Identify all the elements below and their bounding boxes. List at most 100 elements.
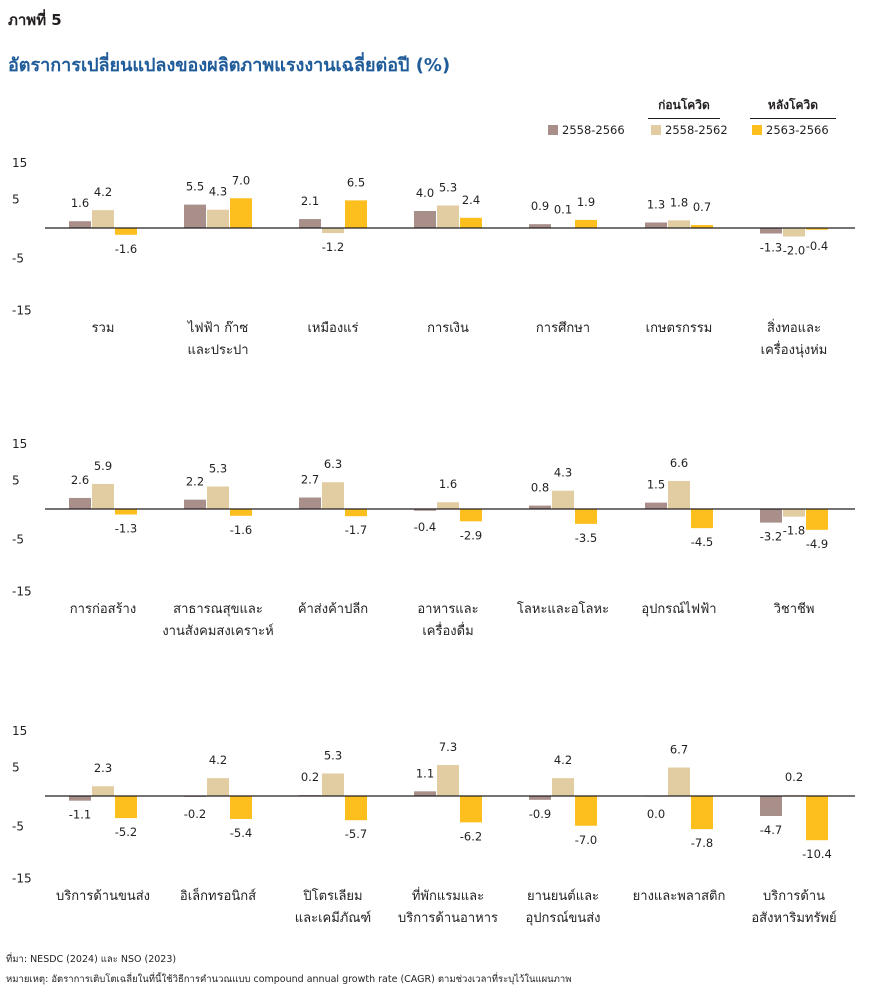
data-label: 4.2 bbox=[209, 753, 227, 767]
y-tick-label: -15 bbox=[12, 585, 32, 599]
data-label: -0.9 bbox=[529, 807, 551, 821]
data-label: 6.5 bbox=[347, 175, 365, 189]
data-label: 1.8 bbox=[670, 195, 688, 209]
y-tick-label: 15 bbox=[12, 156, 27, 170]
bar-series-2 bbox=[207, 778, 229, 796]
bar-series-2 bbox=[668, 767, 690, 796]
y-tick-label: 15 bbox=[12, 724, 27, 738]
category-label: ยางและพลาสติก bbox=[633, 889, 726, 904]
legend-swatch-1 bbox=[548, 125, 558, 135]
y-tick-label: -15 bbox=[12, 304, 32, 318]
data-label: -7.0 bbox=[575, 833, 597, 847]
chart-panel-2: 15 5 -5 -15 2.6 5.9 -1.3 2.2 5.3 -1.6 2.7 6.3 -1.7 -0… bbox=[12, 437, 855, 639]
data-label: -4.7 bbox=[760, 823, 782, 837]
bar-series-3 bbox=[115, 509, 137, 515]
bar-series-3 bbox=[575, 796, 597, 826]
category-label: เหมืองแร่ bbox=[307, 320, 358, 336]
bar-series-1 bbox=[299, 497, 321, 509]
y-tick-label: 5 bbox=[12, 193, 20, 207]
category-label: สิ่งทอและ bbox=[767, 319, 821, 336]
bar-series-3 bbox=[806, 228, 828, 230]
bar-series-1 bbox=[69, 221, 91, 228]
data-label: -4.5 bbox=[691, 535, 713, 549]
bar-series-2 bbox=[668, 220, 690, 228]
bar-series-3 bbox=[115, 228, 137, 235]
data-label: 0.1 bbox=[554, 203, 572, 217]
legend-group-post-covid: หลังโควิด bbox=[750, 96, 836, 119]
data-label: -1.1 bbox=[69, 808, 91, 822]
bar-series-3 bbox=[806, 796, 828, 841]
data-label: 5.3 bbox=[209, 461, 227, 475]
bar-series-1 bbox=[529, 505, 551, 509]
y-tick-label: 5 bbox=[12, 761, 20, 775]
category-label: งานสังคมสงเคราะห์ bbox=[162, 623, 273, 639]
chart-panel-1: 15 5 -5 -15 1.6 4.2 -1.6 5.5 4.3 7.0 2.1 -1.2 6.5 4.0… bbox=[12, 156, 855, 358]
data-label: -1.3 bbox=[760, 241, 782, 255]
bar-series-1 bbox=[414, 211, 436, 228]
bar-series-2 bbox=[437, 205, 459, 228]
data-label: 2.1 bbox=[301, 194, 319, 208]
data-label: -0.4 bbox=[414, 520, 436, 534]
data-label: -3.5 bbox=[575, 531, 597, 545]
category-label: รวม bbox=[92, 321, 115, 336]
bar-series-3 bbox=[460, 509, 482, 522]
data-label: 5.3 bbox=[439, 180, 457, 194]
data-label: 7.0 bbox=[232, 173, 250, 187]
bar-series-1 bbox=[184, 204, 206, 228]
data-label: 0.7 bbox=[693, 200, 711, 214]
data-label: 6.3 bbox=[324, 457, 342, 471]
bar-series-2 bbox=[437, 502, 459, 509]
data-label: 0.2 bbox=[785, 770, 803, 784]
data-label: -5.7 bbox=[345, 827, 367, 841]
chart-panel-3: 15 5 -5 -15 -1.1 2.3 -5.2 -0.2 4.2 -5.4 0.2 5.3 -5.7… bbox=[12, 724, 855, 926]
data-label: 2.6 bbox=[71, 473, 89, 487]
legend-swatch-2 bbox=[651, 125, 661, 135]
bar-series-3 bbox=[460, 217, 482, 228]
bar-series-1 bbox=[760, 796, 782, 816]
data-label: 5.3 bbox=[324, 748, 342, 762]
data-label: -4.9 bbox=[806, 537, 828, 551]
bar-series-3 bbox=[691, 509, 713, 529]
category-label: เกษตรกรรม bbox=[646, 321, 713, 336]
data-label: 1.3 bbox=[647, 197, 665, 211]
category-label: อุปกรณ์ขนส่ง bbox=[525, 910, 600, 926]
category-label: อุปกรณ์ไฟฟ้า bbox=[641, 601, 716, 617]
data-label: 6.7 bbox=[670, 743, 688, 757]
y-tick-label: -5 bbox=[12, 532, 24, 546]
data-label: 4.3 bbox=[209, 185, 227, 199]
data-label: -1.3 bbox=[115, 522, 137, 536]
data-label: 4.2 bbox=[554, 753, 572, 767]
bar-series-1 bbox=[69, 796, 91, 801]
bar-series-2 bbox=[437, 764, 459, 796]
category-label: การเงิน bbox=[427, 321, 469, 336]
category-label: อสังหาริมทรัพย์ bbox=[751, 910, 836, 926]
bar-series-2 bbox=[322, 482, 344, 509]
bar-series-1 bbox=[414, 509, 436, 511]
data-label: 5.5 bbox=[186, 180, 204, 194]
data-label: 2.4 bbox=[462, 193, 480, 207]
data-label: -3.2 bbox=[760, 530, 782, 544]
bar-series-1 bbox=[184, 499, 206, 509]
data-label: -1.2 bbox=[322, 240, 344, 254]
bar-series-1 bbox=[69, 497, 91, 509]
bar-series-2 bbox=[668, 480, 690, 509]
category-label: และประปา bbox=[187, 343, 248, 358]
method-note: หมายเหตุ: อัตราการเติบโตเฉลี่ยในที่นี้ใช… bbox=[6, 974, 572, 985]
data-label: -1.7 bbox=[345, 523, 367, 537]
bar-series-3 bbox=[460, 796, 482, 823]
bar-series-2 bbox=[322, 773, 344, 796]
category-label: อิเล็กทรอนิกส์ bbox=[180, 886, 256, 904]
bar-series-3 bbox=[345, 200, 367, 228]
data-label: -1.6 bbox=[230, 523, 252, 537]
y-tick-label: 15 bbox=[12, 437, 27, 451]
bar-series-3 bbox=[806, 509, 828, 530]
chart-title: อัตราการเปลี่ยนแปลงของผลิตภาพแรงงานเฉลี่… bbox=[8, 55, 451, 76]
bar-series-2 bbox=[552, 490, 574, 509]
bar-series-1 bbox=[414, 791, 436, 796]
bar-series-2 bbox=[92, 483, 114, 509]
category-label: บริการด้าน bbox=[763, 889, 825, 904]
category-label: บริการด้านอาหาร bbox=[398, 911, 498, 926]
legend-label-1: 2558-2566 bbox=[562, 123, 625, 137]
category-label: วิชาชีพ bbox=[773, 601, 815, 617]
